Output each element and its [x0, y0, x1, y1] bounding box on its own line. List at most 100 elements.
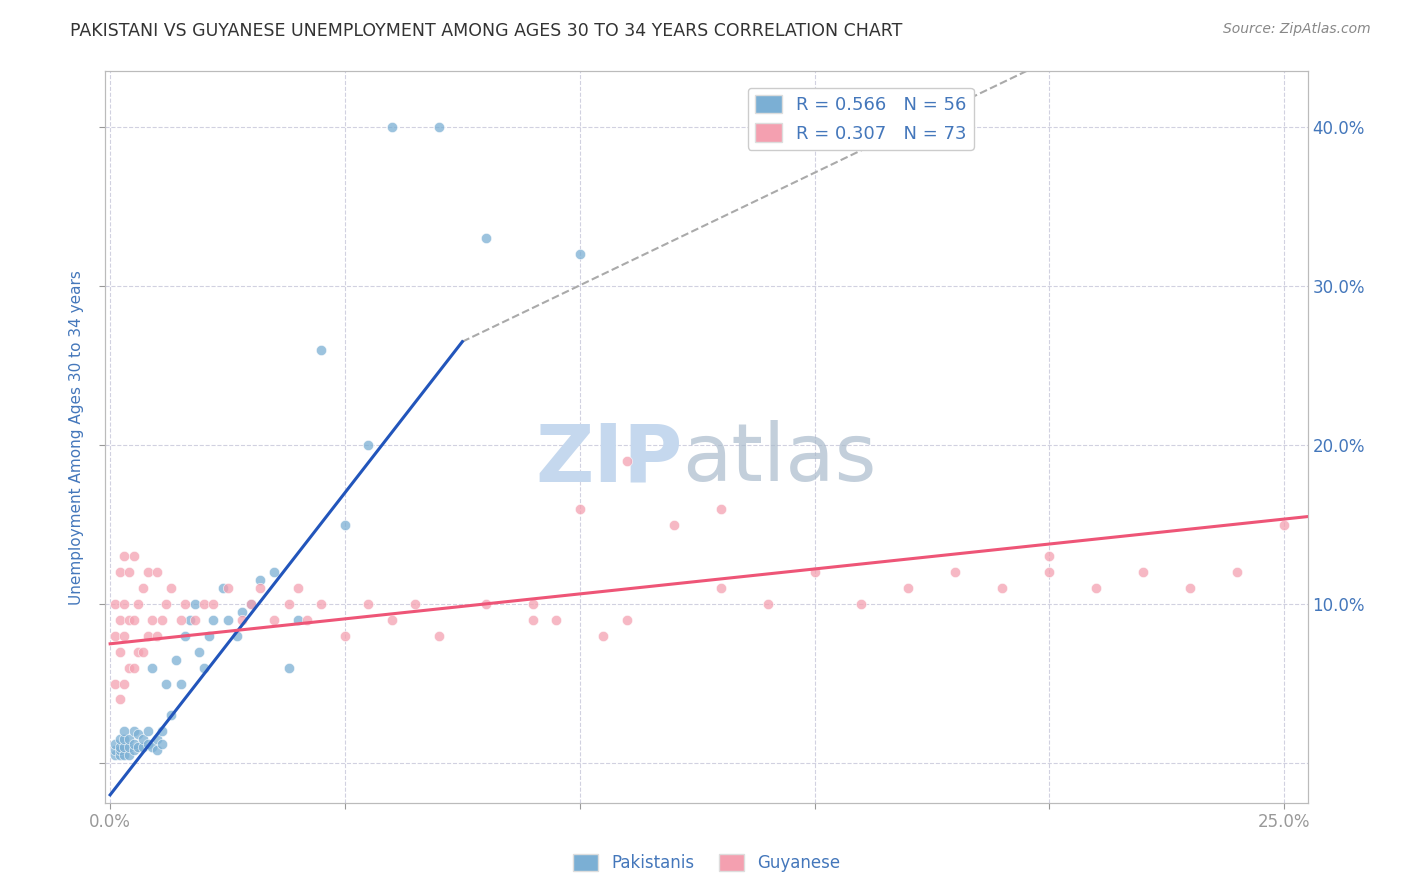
- Point: [141, 740, 163, 755]
- Point: [150, 613, 173, 627]
- Point: [226, 629, 249, 643]
- Point: [1038, 549, 1060, 564]
- Point: [112, 740, 135, 755]
- Point: [118, 740, 141, 755]
- Point: [104, 743, 127, 757]
- Point: [202, 597, 225, 611]
- Point: [155, 676, 177, 690]
- Point: [127, 645, 149, 659]
- Point: [333, 517, 356, 532]
- Point: [118, 732, 141, 747]
- Point: [132, 740, 155, 755]
- Point: [169, 613, 191, 627]
- Point: [568, 247, 591, 261]
- Point: [249, 581, 271, 595]
- Text: atlas: atlas: [682, 420, 877, 498]
- Point: [122, 724, 145, 739]
- Point: [122, 660, 145, 674]
- Point: [381, 120, 404, 134]
- Point: [146, 566, 169, 580]
- Point: [122, 613, 145, 627]
- Point: [122, 549, 145, 564]
- Point: [249, 573, 271, 587]
- Point: [146, 629, 169, 643]
- Point: [112, 732, 135, 747]
- Point: [118, 613, 141, 627]
- Point: [136, 629, 159, 643]
- Point: [277, 597, 299, 611]
- Point: [427, 120, 450, 134]
- Point: [1226, 566, 1249, 580]
- Point: [160, 708, 183, 723]
- Point: [112, 676, 135, 690]
- Point: [240, 597, 263, 611]
- Point: [150, 724, 173, 739]
- Point: [174, 597, 197, 611]
- Point: [112, 724, 135, 739]
- Point: [197, 629, 219, 643]
- Point: [568, 501, 591, 516]
- Point: [357, 597, 380, 611]
- Point: [141, 613, 163, 627]
- Point: [1180, 581, 1202, 595]
- Point: [146, 732, 169, 747]
- Point: [132, 645, 155, 659]
- Point: [851, 597, 873, 611]
- Point: [1272, 517, 1295, 532]
- Point: [141, 660, 163, 674]
- Point: [104, 676, 127, 690]
- Text: PAKISTANI VS GUYANESE UNEMPLOYMENT AMONG AGES 30 TO 34 YEARS CORRELATION CHART: PAKISTANI VS GUYANESE UNEMPLOYMENT AMONG…: [70, 22, 903, 40]
- Point: [231, 605, 253, 619]
- Point: [287, 581, 309, 595]
- Point: [122, 737, 145, 751]
- Point: [112, 549, 135, 564]
- Point: [108, 743, 131, 757]
- Point: [160, 581, 183, 595]
- Point: [616, 613, 638, 627]
- Point: [231, 613, 253, 627]
- Point: [108, 740, 131, 755]
- Point: [150, 737, 173, 751]
- Point: [240, 597, 263, 611]
- Point: [803, 566, 825, 580]
- Point: [616, 454, 638, 468]
- Point: [108, 692, 131, 706]
- Point: [1038, 566, 1060, 580]
- Point: [127, 740, 149, 755]
- Point: [104, 748, 127, 763]
- Point: [193, 660, 215, 674]
- Point: [104, 629, 127, 643]
- Y-axis label: Unemployment Among Ages 30 to 34 years: Unemployment Among Ages 30 to 34 years: [69, 269, 84, 605]
- Point: [155, 597, 177, 611]
- Point: [475, 231, 498, 245]
- Point: [287, 613, 309, 627]
- Point: [217, 613, 239, 627]
- Point: [118, 748, 141, 763]
- Point: [297, 613, 319, 627]
- Point: [1132, 566, 1154, 580]
- Point: [263, 566, 285, 580]
- Point: [108, 645, 131, 659]
- Point: [112, 629, 135, 643]
- Text: Source: ZipAtlas.com: Source: ZipAtlas.com: [1223, 22, 1371, 37]
- Point: [118, 566, 141, 580]
- Point: [132, 581, 155, 595]
- Point: [146, 743, 169, 757]
- Point: [108, 748, 131, 763]
- Point: [710, 501, 733, 516]
- Point: [122, 743, 145, 757]
- Point: [522, 613, 544, 627]
- Point: [546, 613, 568, 627]
- Point: [136, 737, 159, 751]
- Point: [381, 613, 404, 627]
- Point: [756, 597, 779, 611]
- Point: [522, 597, 544, 611]
- Point: [112, 597, 135, 611]
- Point: [1085, 581, 1108, 595]
- Point: [136, 566, 159, 580]
- Legend: Pakistanis, Guyanese: Pakistanis, Guyanese: [565, 847, 848, 879]
- Point: [183, 613, 205, 627]
- Point: [104, 597, 127, 611]
- Point: [404, 597, 426, 611]
- Point: [202, 613, 225, 627]
